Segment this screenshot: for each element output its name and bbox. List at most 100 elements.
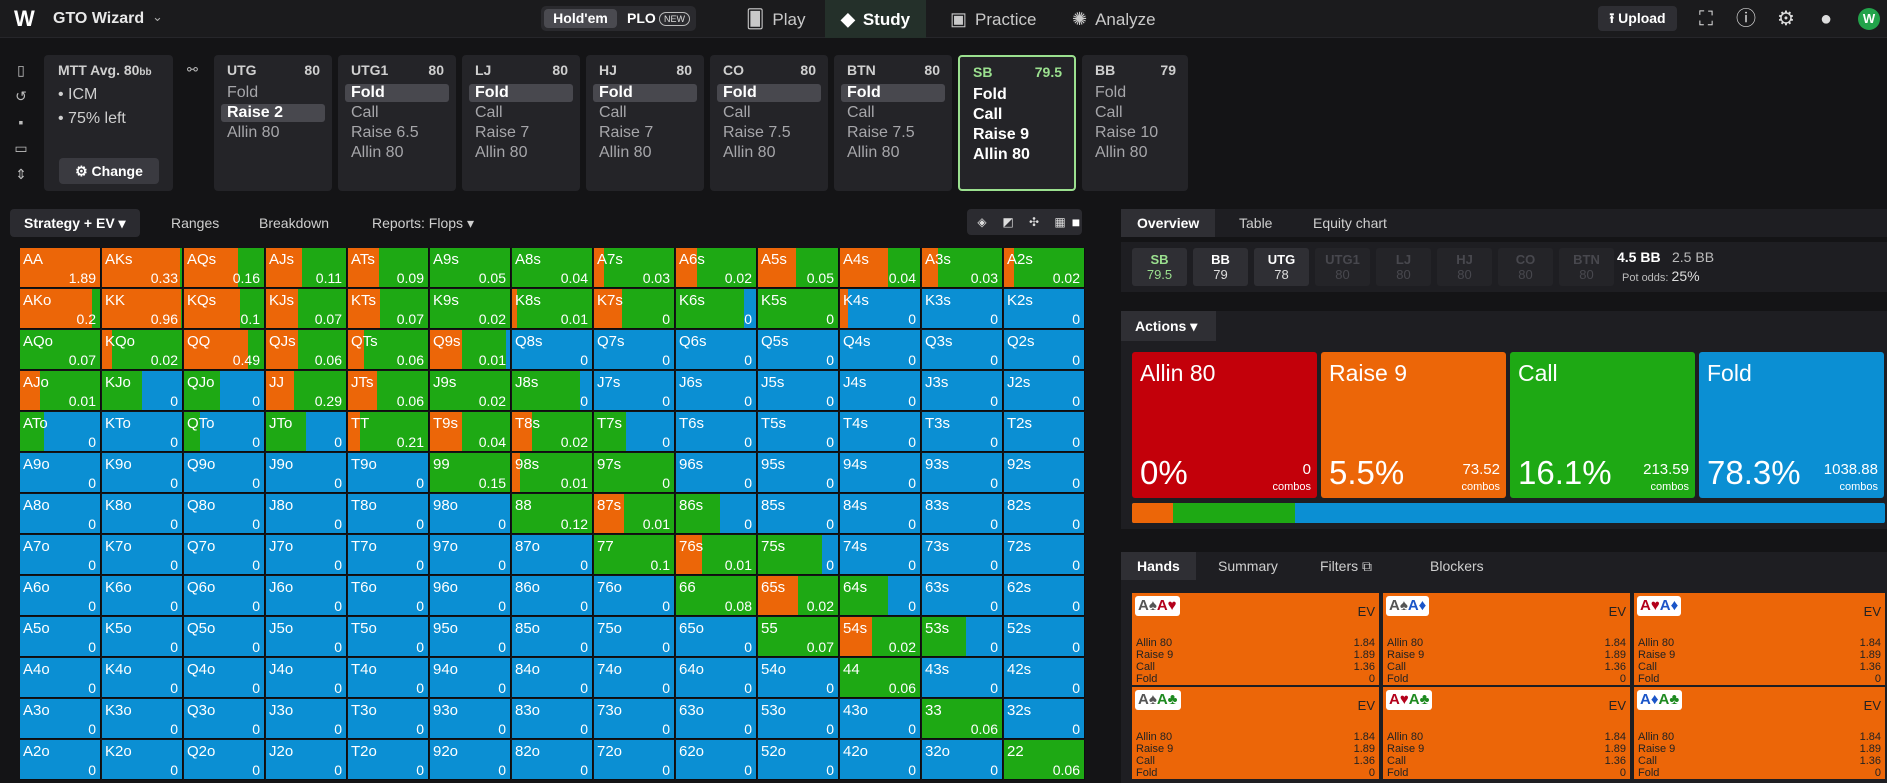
tab-summary[interactable]: Summary <box>1218 558 1278 574</box>
hand-cell[interactable]: A9s 0.05 <box>430 248 511 288</box>
hand-cell[interactable]: 72o 0 <box>594 740 675 780</box>
position-option[interactable]: Allin 80 <box>475 144 528 161</box>
hand-cell[interactable]: K7s 0 <box>594 289 675 329</box>
hand-cell[interactable]: J2o 0 <box>266 740 347 780</box>
hand-cell[interactable]: A8s 0.04 <box>512 248 593 288</box>
position-option[interactable]: Allin 80 <box>847 144 900 161</box>
tab-strategy-ev[interactable]: Strategy + EV ▾ <box>10 209 140 237</box>
position-option[interactable]: Allin 80 <box>599 144 652 161</box>
hand-cell[interactable]: T7s 0 <box>594 412 675 452</box>
position-card-btn[interactable]: BTN 80 Fold Call Raise 7.5 Allin 80 <box>834 55 952 191</box>
hand-cell[interactable]: J6s 0 <box>676 371 757 411</box>
hand-cell[interactable]: A6s 0.02 <box>676 248 757 288</box>
hand-cell[interactable]: 83s 0 <box>922 494 1003 534</box>
hand-cell[interactable]: 86o 0 <box>512 576 593 616</box>
hand-cell[interactable]: K8o 0 <box>102 494 183 534</box>
expand-icon[interactable]: ⇕ <box>15 166 27 182</box>
hand-cell[interactable]: Q8s 0 <box>512 330 593 370</box>
hand-cell[interactable]: QTs 0.06 <box>348 330 429 370</box>
hand-cell[interactable]: Q6o 0 <box>184 576 265 616</box>
action-box-raise[interactable]: Raise 9 5.5% 73.52 combos <box>1321 352 1506 498</box>
seat-utg1[interactable]: UTG1 80 <box>1315 248 1370 286</box>
hand-cell[interactable]: 82o 0 <box>512 740 593 780</box>
tab-breakdown[interactable]: Breakdown <box>259 215 330 231</box>
hand-cell[interactable]: J7s 0 <box>594 371 675 411</box>
hand-cell[interactable]: K2s 0 <box>1004 289 1085 329</box>
hand-cell[interactable]: AQs 0.16 <box>184 248 265 288</box>
hand-cell[interactable]: T9s 0.04 <box>430 412 511 452</box>
hand-cell[interactable]: 77 0.1 <box>594 535 675 575</box>
hand-cell[interactable]: KK 0.96 <box>102 289 183 329</box>
position-option[interactable]: Allin 80 <box>1095 144 1148 161</box>
hand-cell[interactable]: 75s 0 <box>758 535 839 575</box>
hand-cell[interactable]: Q3s 0 <box>922 330 1003 370</box>
hand-cell[interactable]: A7o 0 <box>20 535 101 575</box>
hand-cell[interactable]: J5o 0 <box>266 617 347 657</box>
hand-cell[interactable]: 87o 0 <box>512 535 593 575</box>
hand-cell[interactable]: Q7o 0 <box>184 535 265 575</box>
tab-filters[interactable]: Filters ⧉ <box>1320 552 1372 580</box>
position-option[interactable]: Raise 10 <box>1095 124 1159 141</box>
position-card-utg1[interactable]: UTG1 80 Fold Call Raise 6.5 Allin 80 <box>338 55 456 191</box>
position-option[interactable]: Raise 2 <box>221 104 325 122</box>
seat-bb[interactable]: BB 79 <box>1193 248 1248 286</box>
help-icon[interactable]: ⓘ <box>1736 8 1756 30</box>
avatar[interactable]: W <box>1858 8 1880 30</box>
hand-cell[interactable]: A4s 0.04 <box>840 248 921 288</box>
gear-icon[interactable]: ⚙ <box>1777 8 1795 30</box>
hand-cell[interactable]: 74s 0 <box>840 535 921 575</box>
hand-cell[interactable]: QTo 0 <box>184 412 265 452</box>
hand-cell[interactable]: K4o 0 <box>102 658 183 698</box>
hand-cell[interactable]: J9o 0 <box>266 453 347 493</box>
combo-card[interactable]: A♥A♦ EV Allin 80 1.84 Raise 9 1.89 Call 1.36 Fol… <box>1634 593 1887 685</box>
position-option[interactable]: Raise 6.5 <box>351 124 419 141</box>
hand-cell[interactable]: 22 0.06 <box>1004 740 1085 780</box>
tab-overview[interactable]: Overview <box>1121 209 1216 237</box>
hand-cell[interactable]: 64s 0 <box>840 576 921 616</box>
change-button[interactable]: ⚙ Change <box>59 158 159 184</box>
position-card-co[interactable]: CO 80 Fold Call Raise 7.5 Allin 80 <box>710 55 828 191</box>
hand-cell[interactable]: A8o 0 <box>20 494 101 534</box>
hand-cell[interactable]: JTs 0.06 <box>348 371 429 411</box>
hand-cell[interactable]: Q4s 0 <box>840 330 921 370</box>
hand-cell[interactable]: AKs 0.33 <box>102 248 183 288</box>
app-title[interactable]: GTO Wizard <box>53 10 145 27</box>
bookmark-icon[interactable]: ▯ <box>17 62 25 78</box>
position-option[interactable]: Allin 80 <box>723 144 776 161</box>
position-option[interactable]: Call <box>1095 104 1123 121</box>
hand-cell[interactable]: KJs 0.07 <box>266 289 347 329</box>
hand-cell[interactable]: T5o 0 <box>348 617 429 657</box>
hand-cell[interactable]: KQo 0.02 <box>102 330 183 370</box>
hand-cell[interactable]: 52o 0 <box>758 740 839 780</box>
combo-card[interactable]: A♥A♣ EV Allin 80 1.84 Raise 9 1.89 Call 1.36 Fol… <box>1383 687 1632 779</box>
hand-cell[interactable]: ATo 0 <box>20 412 101 452</box>
combo-card[interactable]: A♦A♣ EV Allin 80 1.84 Raise 9 1.89 Call 1.36 Fol… <box>1634 687 1887 779</box>
hand-cell[interactable]: 43s 0 <box>922 658 1003 698</box>
hand-cell[interactable]: 84o 0 <box>512 658 593 698</box>
hand-cell[interactable]: AA 1.89 <box>20 248 101 288</box>
hand-cell[interactable]: AJs 0.11 <box>266 248 347 288</box>
combo-card[interactable]: A♠A♦ EV Allin 80 1.84 Raise 9 1.89 Call 1.36 Fol… <box>1383 593 1632 685</box>
hand-cell[interactable]: 74o 0 <box>594 658 675 698</box>
position-card-hj[interactable]: HJ 80 Fold Call Raise 7 Allin 80 <box>586 55 704 191</box>
hand-cell[interactable]: K5o 0 <box>102 617 183 657</box>
hand-cell[interactable]: K7o 0 <box>102 535 183 575</box>
position-option[interactable]: Fold <box>469 84 573 102</box>
gto-wizard-logo[interactable]: W <box>14 6 35 31</box>
hand-cell[interactable]: 42o 0 <box>840 740 921 780</box>
hand-cell[interactable]: T3s 0 <box>922 412 1003 452</box>
hand-cell[interactable]: ATs 0.09 <box>348 248 429 288</box>
hand-cell[interactable]: KTo 0 <box>102 412 183 452</box>
hand-cell[interactable]: Q5s 0 <box>758 330 839 370</box>
position-option[interactable]: Call <box>351 104 379 121</box>
combo-card[interactable]: A♠A♣ EV Allin 80 1.84 Raise 9 1.89 Call 1.36 Fol… <box>1132 687 1381 779</box>
hand-cell[interactable]: A5s 0.05 <box>758 248 839 288</box>
hand-cell[interactable]: T5s 0 <box>758 412 839 452</box>
compress-icon[interactable]: ✣ <box>1028 215 1040 229</box>
nav-study[interactable]: ◆ Study <box>825 0 927 38</box>
position-option[interactable]: Allin 80 <box>973 146 1030 163</box>
tab-equity-chart[interactable]: Equity chart <box>1313 215 1387 231</box>
hand-cell[interactable]: 82s 0 <box>1004 494 1085 534</box>
hand-cell[interactable]: 54s 0.02 <box>840 617 921 657</box>
hand-cell[interactable]: 86s 0 <box>676 494 757 534</box>
